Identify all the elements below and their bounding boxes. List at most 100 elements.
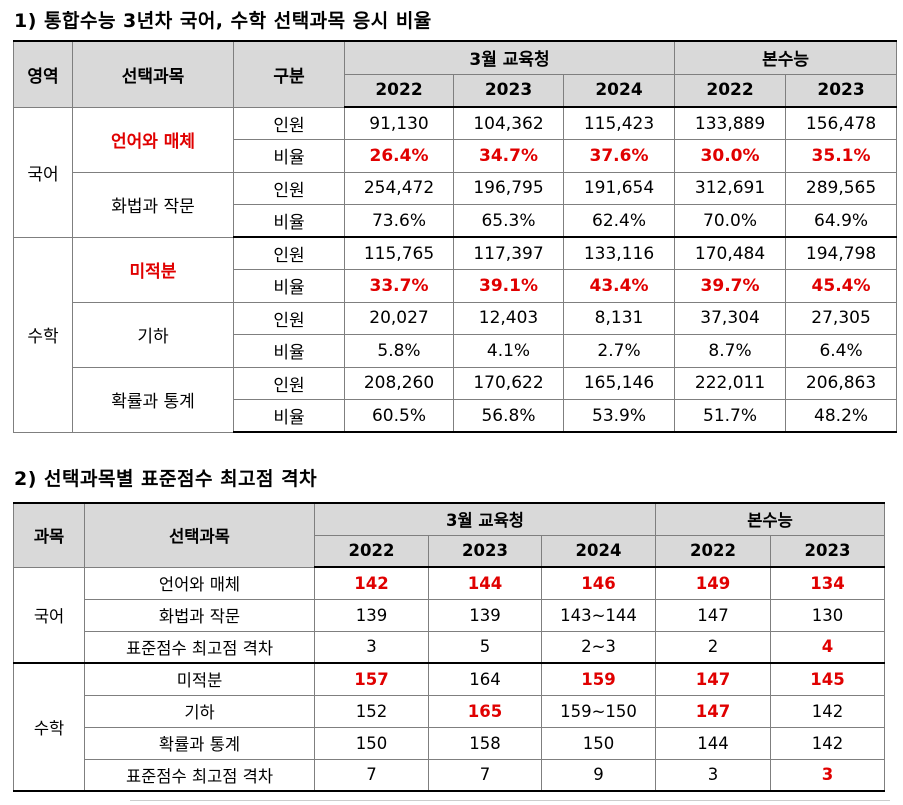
subject-cell: 표준점수 최고점 격차 bbox=[84, 630, 315, 664]
value-cell: 133,116 bbox=[562, 236, 676, 270]
section2-title: 2) 선택과목별 표준점수 최고점 격차 bbox=[14, 468, 318, 490]
value-cell: 8,131 bbox=[562, 301, 676, 335]
subject-cell: 확률과 통계 bbox=[84, 726, 315, 760]
value-cell: 4 bbox=[770, 630, 886, 664]
section1-title: 1) 통합수능 3년차 국어, 수학 선택과목 응시 비율 bbox=[14, 10, 432, 32]
area-cell: 수학 bbox=[13, 236, 73, 433]
value-cell: 26.4% bbox=[344, 139, 454, 173]
subject-ratio-table: 영역 선택과목 구분 3월 교육청 본수능 2022 2023 2024 202… bbox=[13, 40, 898, 433]
table-row: 수학 미적분 인원 115,765 117,397 133,116 170,48… bbox=[13, 236, 898, 433]
value-cell: 7 bbox=[314, 758, 429, 792]
value-cell: 158 bbox=[428, 726, 542, 760]
header-year: 2024 bbox=[540, 534, 657, 568]
value-cell: 152 bbox=[314, 694, 429, 728]
value-cell: 2 bbox=[655, 630, 772, 664]
value-cell: 65.3% bbox=[453, 204, 564, 238]
header-year: 2022 bbox=[655, 534, 772, 568]
value-cell: 3 bbox=[655, 758, 772, 792]
value-cell: 159~150 bbox=[540, 694, 657, 728]
value-cell: 157 bbox=[314, 662, 429, 696]
value-cell: 9 bbox=[540, 758, 657, 792]
value-cell: 33.7% bbox=[344, 269, 454, 303]
type-cell: 인원 bbox=[233, 171, 345, 205]
value-cell: 39.1% bbox=[453, 269, 564, 303]
subject-cell: 미적분 bbox=[72, 236, 234, 303]
header-year: 2023 bbox=[428, 534, 542, 568]
value-cell: 2.7% bbox=[562, 334, 676, 368]
value-cell: 5 bbox=[428, 630, 542, 664]
value-cell: 143~144 bbox=[540, 598, 657, 632]
table-row: 비율 73.6% 65.3% 62.4% 70.0% 64.9% bbox=[14, 204, 898, 238]
subject-cell: 화법과 작문 bbox=[72, 171, 234, 238]
header-year: 2023 bbox=[770, 534, 886, 568]
value-cell: 147 bbox=[655, 662, 772, 696]
value-cell: 312,691 bbox=[674, 171, 787, 205]
value-cell: 48.2% bbox=[785, 399, 898, 433]
table-row: 확률과 통계 인원 208,260 170,622 165,146 222,01… bbox=[14, 366, 898, 433]
subject-cell: 언어와 매체 bbox=[72, 106, 234, 173]
table-row: 화법과 작문 인원 254,472 196,795 191,654 312,69… bbox=[14, 171, 898, 238]
type-cell: 인원 bbox=[233, 366, 345, 400]
value-cell: 134 bbox=[770, 566, 886, 600]
value-cell: 56.8% bbox=[453, 399, 564, 433]
table-row: 비율 26.4% 34.7% 37.6% 30.0% 35.1% bbox=[14, 139, 898, 173]
area-cell: 국어 bbox=[13, 106, 73, 238]
type-cell: 비율 bbox=[233, 139, 345, 173]
value-cell: 149 bbox=[655, 566, 772, 600]
value-cell: 146 bbox=[540, 566, 657, 600]
value-cell: 159 bbox=[540, 662, 657, 696]
type-cell: 비율 bbox=[233, 269, 345, 303]
value-cell: 139 bbox=[428, 598, 542, 632]
value-cell: 139 bbox=[314, 598, 429, 632]
header-year: 2023 bbox=[453, 73, 564, 108]
header-subject: 선택과목 bbox=[72, 40, 234, 108]
header-type: 구분 bbox=[233, 40, 345, 108]
type-cell: 비율 bbox=[233, 399, 345, 433]
value-cell: 117,397 bbox=[453, 236, 564, 270]
value-cell: 43.4% bbox=[562, 269, 676, 303]
value-cell: 53.9% bbox=[562, 399, 676, 433]
value-cell: 150 bbox=[314, 726, 429, 760]
value-cell: 8.7% bbox=[674, 334, 787, 368]
header-group-csat: 본수능 bbox=[674, 40, 898, 75]
value-cell: 194,798 bbox=[785, 236, 898, 270]
header-year: 2024 bbox=[562, 73, 676, 108]
value-cell: 254,472 bbox=[344, 171, 454, 205]
value-cell: 5.8% bbox=[344, 334, 454, 368]
value-cell: 206,863 bbox=[785, 366, 898, 400]
value-cell: 142 bbox=[314, 566, 429, 600]
value-cell: 35.1% bbox=[785, 139, 898, 173]
value-cell: 62.4% bbox=[562, 204, 676, 238]
header-year: 2022 bbox=[674, 73, 787, 108]
score-gap-table: 과목 선택과목 3월 교육청 본수능 2022 2023 2024 2022 2… bbox=[13, 502, 886, 792]
value-cell: 164 bbox=[428, 662, 542, 696]
table-row: 비율 33.7% 39.1% 43.4% 39.7% 45.4% bbox=[14, 269, 898, 303]
value-cell: 142 bbox=[770, 694, 886, 728]
table-row: 수학 미적분 157 164 159 147 145 bbox=[13, 662, 886, 792]
type-cell: 비율 bbox=[233, 334, 345, 368]
subject-cell: 화법과 작문 bbox=[84, 598, 315, 632]
value-cell: 37,304 bbox=[674, 301, 787, 335]
subject-cell: 표준점수 최고점 격차 bbox=[84, 758, 315, 792]
table-row: 화법과 작문 139 139 143~144 147 130 bbox=[14, 598, 886, 632]
value-cell: 147 bbox=[655, 694, 772, 728]
value-cell: 147 bbox=[655, 598, 772, 632]
value-cell: 60.5% bbox=[344, 399, 454, 433]
value-cell: 104,362 bbox=[453, 106, 564, 140]
type-cell: 인원 bbox=[233, 106, 345, 140]
area-cell: 국어 bbox=[13, 566, 85, 664]
value-cell: 208,260 bbox=[344, 366, 454, 400]
value-cell: 39.7% bbox=[674, 269, 787, 303]
value-cell: 145 bbox=[770, 662, 886, 696]
value-cell: 144 bbox=[655, 726, 772, 760]
header-group-march: 3월 교육청 bbox=[313, 502, 657, 536]
value-cell: 115,765 bbox=[344, 236, 454, 270]
value-cell: 64.9% bbox=[785, 204, 898, 238]
subject-cell: 기하 bbox=[72, 301, 234, 368]
table-row: 국어 언어와 매체 인원 91,130 104,362 115,423 133,… bbox=[13, 106, 898, 238]
type-cell: 인원 bbox=[233, 301, 345, 335]
value-cell: 2~3 bbox=[540, 630, 657, 664]
value-cell: 222,011 bbox=[674, 366, 787, 400]
value-cell: 37.6% bbox=[562, 139, 676, 173]
table-row: 표준점수 최고점 격차 7 7 9 3 3 bbox=[14, 758, 886, 792]
